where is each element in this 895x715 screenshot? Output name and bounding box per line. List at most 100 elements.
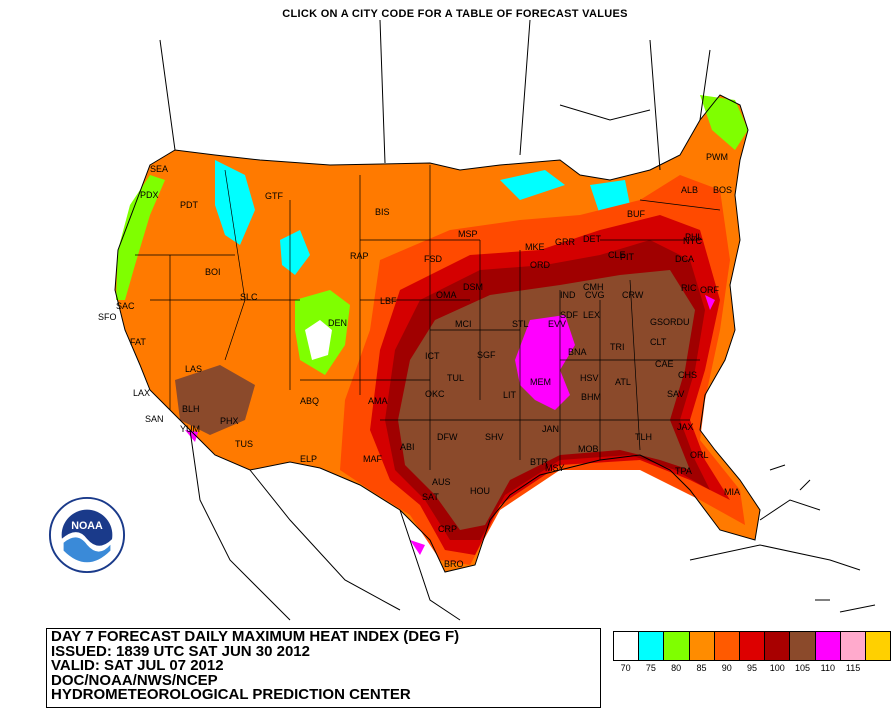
city-code-grr[interactable]: GRR xyxy=(555,237,576,247)
city-code-abq[interactable]: ABQ xyxy=(300,396,319,406)
legend-label: 100 xyxy=(769,663,785,673)
city-code-orf[interactable]: ORF xyxy=(700,285,720,295)
city-code-mem[interactable]: MEM xyxy=(530,377,551,387)
city-code-dfw[interactable]: DFW xyxy=(437,432,458,442)
noaa-logo-icon: NOAA xyxy=(48,496,126,574)
city-code-lex[interactable]: LEX xyxy=(583,310,600,320)
city-code-las[interactable]: LAS xyxy=(185,364,202,374)
city-code-rdu[interactable]: RDU xyxy=(670,317,690,327)
city-code-dca[interactable]: DCA xyxy=(675,254,694,264)
city-code-okc[interactable]: OKC xyxy=(425,389,445,399)
city-code-cmh[interactable]: CMH xyxy=(583,282,604,292)
city-code-fat[interactable]: FAT xyxy=(130,337,146,347)
city-code-bro[interactable]: BRO xyxy=(444,559,464,569)
legend-label: 90 xyxy=(721,663,732,673)
city-code-crw[interactable]: CRW xyxy=(622,290,644,300)
city-code-pit[interactable]: PIT xyxy=(620,252,635,262)
city-code-tul[interactable]: TUL xyxy=(447,373,464,383)
city-code-dsm[interactable]: DSM xyxy=(463,282,483,292)
city-code-yum[interactable]: YUM xyxy=(180,424,200,434)
city-code-stl[interactable]: STL xyxy=(512,319,529,329)
city-code-bis[interactable]: BIS xyxy=(375,207,390,217)
city-code-boi[interactable]: BOI xyxy=(205,267,221,277)
city-code-tlh[interactable]: TLH xyxy=(635,432,652,442)
city-code-ord[interactable]: ORD xyxy=(530,260,551,270)
city-code-ict[interactable]: ICT xyxy=(425,351,440,361)
city-code-sav[interactable]: SAV xyxy=(667,389,684,399)
city-code-ind[interactable]: IND xyxy=(560,290,576,300)
legend-labels: 70 75 80 85 90 95 100 105 110 115 xyxy=(613,663,891,675)
city-code-lit[interactable]: LIT xyxy=(503,390,517,400)
city-code-den[interactable]: DEN xyxy=(328,318,347,328)
city-code-sac[interactable]: SAC xyxy=(116,301,135,311)
city-code-sgf[interactable]: SGF xyxy=(477,350,496,360)
city-code-cvg[interactable]: CVG xyxy=(585,290,605,300)
city-code-mci[interactable]: MCI xyxy=(455,319,472,329)
city-code-atl[interactable]: ATL xyxy=(615,377,631,387)
city-code-cle[interactable]: CLE xyxy=(608,250,626,260)
city-code-pdx[interactable]: PDX xyxy=(140,190,159,200)
city-code-tus[interactable]: TUS xyxy=(235,439,253,449)
legend-label: 95 xyxy=(746,663,758,673)
city-code-chs[interactable]: CHS xyxy=(678,370,697,380)
city-code-jan[interactable]: JAN xyxy=(542,424,559,434)
city-code-orl[interactable]: ORL xyxy=(690,450,709,460)
city-code-elp[interactable]: ELP xyxy=(300,454,317,464)
cool-great-lakes xyxy=(500,170,630,215)
city-code-ama[interactable]: AMA xyxy=(368,396,388,406)
city-code-crp[interactable]: CRP xyxy=(438,524,457,534)
city-code-pdt[interactable]: PDT xyxy=(180,200,199,210)
us-outline xyxy=(114,94,761,573)
city-code-mob[interactable]: MOB xyxy=(578,444,599,454)
city-code-sat[interactable]: SAT xyxy=(422,492,439,502)
city-code-phx[interactable]: PHX xyxy=(220,416,239,426)
city-code-buf[interactable]: BUF xyxy=(627,209,646,219)
city-code-gtf[interactable]: GTF xyxy=(265,191,283,201)
city-code-sdf[interactable]: SDF xyxy=(560,310,579,320)
city-code-slc[interactable]: SLC xyxy=(240,292,258,302)
city-code-blh[interactable]: BLH xyxy=(182,404,200,414)
legend-swatch xyxy=(614,632,640,660)
city-code-clt[interactable]: CLT xyxy=(650,337,667,347)
city-code-evv[interactable]: EVV xyxy=(548,319,566,329)
city-code-tpa[interactable]: TPA xyxy=(675,466,692,476)
city-code-abi[interactable]: ABI xyxy=(400,442,415,452)
forecast-fill xyxy=(115,95,760,572)
city-code-msp[interactable]: MSP xyxy=(458,229,478,239)
city-code-mia[interactable]: MIA xyxy=(724,487,740,497)
city-code-lbf[interactable]: LBF xyxy=(380,296,397,306)
city-code-btr[interactable]: BTR xyxy=(530,457,549,467)
city-code-bos[interactable]: BOS xyxy=(713,185,732,195)
city-code-fsd[interactable]: FSD xyxy=(424,254,443,264)
city-code-msy[interactable]: MSY xyxy=(545,463,565,473)
city-code-jax[interactable]: JAX xyxy=(677,422,694,432)
city-code-hou[interactable]: HOU xyxy=(470,486,490,496)
city-code-tri[interactable]: TRI xyxy=(610,342,625,352)
legend-label: 80 xyxy=(671,663,682,673)
city-code-rap[interactable]: RAP xyxy=(350,251,369,261)
city-code-bhm[interactable]: BHM xyxy=(581,392,601,402)
city-code-lax[interactable]: LAX xyxy=(133,388,150,398)
city-code-shv[interactable]: SHV xyxy=(485,432,504,442)
city-code-det[interactable]: DET xyxy=(583,234,602,244)
city-code-san[interactable]: SAN xyxy=(145,414,164,424)
city-code-bna[interactable]: BNA xyxy=(568,347,587,357)
cool-wyoming xyxy=(280,230,310,275)
city-code-gso[interactable]: GSO xyxy=(650,317,670,327)
city-code-aus[interactable]: AUS xyxy=(432,477,451,487)
city-code-sea[interactable]: SEA xyxy=(150,164,168,174)
city-code-alb[interactable]: ALB xyxy=(681,185,698,195)
city-code-maf[interactable]: MAF xyxy=(363,454,383,464)
city-code-ric[interactable]: RIC xyxy=(681,283,697,293)
city-code-cae[interactable]: CAE xyxy=(655,359,674,369)
legend-swatch xyxy=(790,632,816,660)
city-code-hsv[interactable]: HSV xyxy=(580,373,599,383)
city-code-sfo[interactable]: SFO xyxy=(98,312,117,322)
city-code-oma[interactable]: OMA xyxy=(436,290,457,300)
city-code-mke[interactable]: MKE xyxy=(525,242,545,252)
mexico-lines xyxy=(189,429,821,621)
city-code-pwm[interactable]: PWM xyxy=(706,152,728,162)
city-code-nyc[interactable]: NYC xyxy=(683,236,703,246)
boundaries xyxy=(114,19,876,621)
city-code-phl[interactable]: PHL xyxy=(685,232,703,242)
